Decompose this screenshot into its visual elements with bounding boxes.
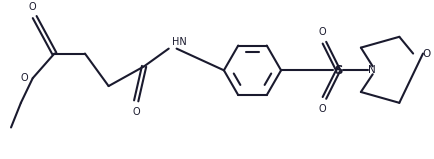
Text: O: O — [421, 48, 429, 59]
Text: O: O — [318, 27, 326, 37]
Text: O: O — [20, 73, 28, 83]
Text: O: O — [29, 2, 36, 12]
Text: S: S — [333, 64, 342, 77]
Text: N: N — [367, 65, 375, 75]
Text: O: O — [318, 104, 326, 114]
Text: O: O — [132, 107, 140, 117]
Text: HN: HN — [171, 37, 186, 47]
